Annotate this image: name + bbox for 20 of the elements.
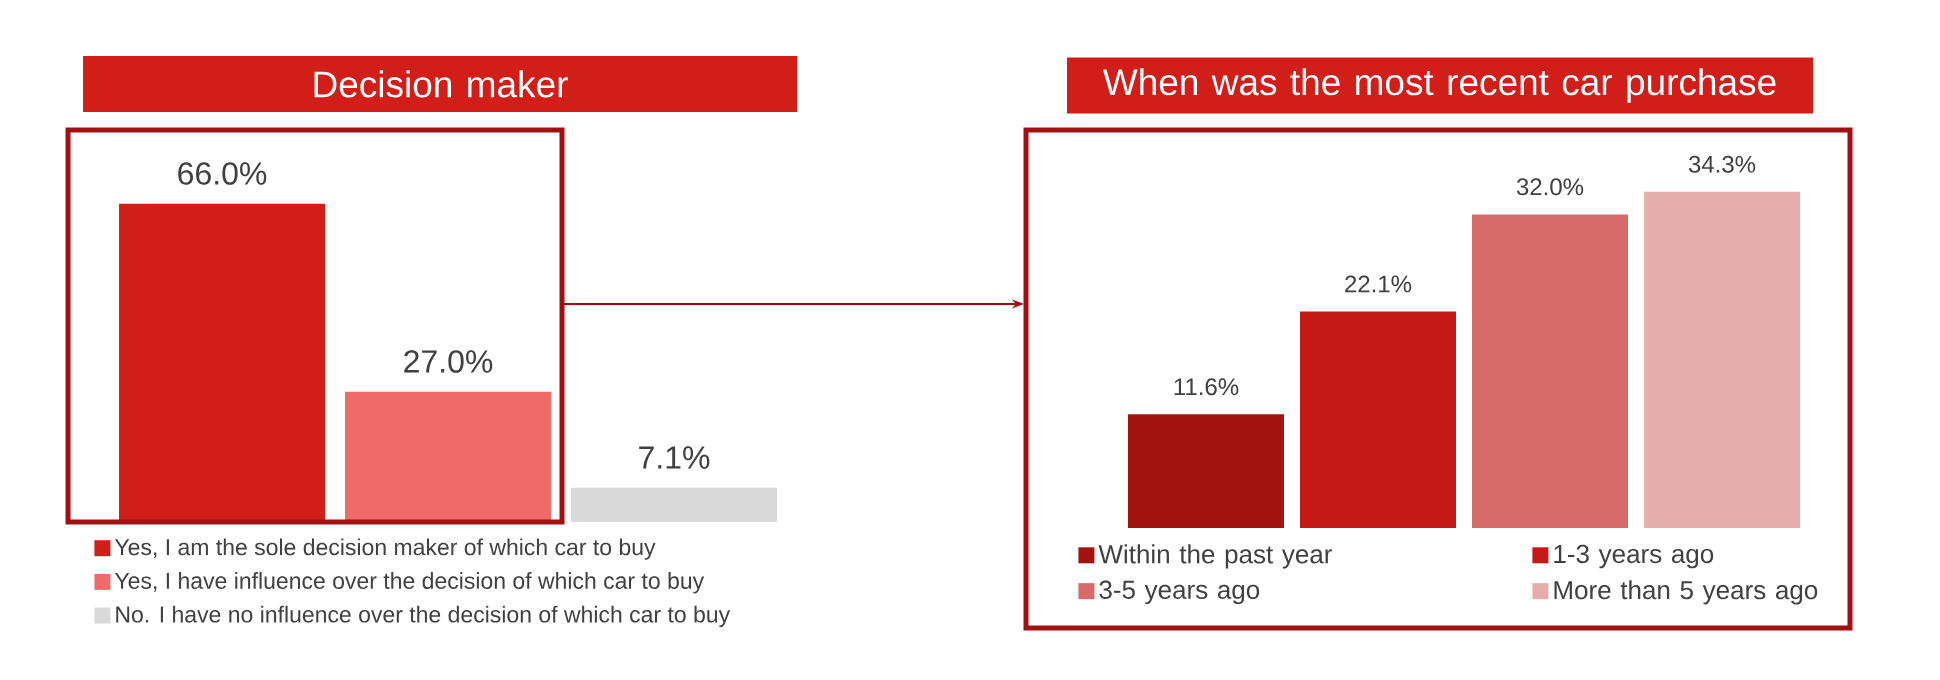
data-label: 7.1% — [639, 446, 710, 469]
data-label: 34.3% — [1688, 155, 1756, 173]
bar — [1472, 214, 1628, 528]
legend-label: 3-5 years ago — [1099, 580, 1260, 605]
chart-title: Decision maker — [314, 70, 568, 98]
bar — [1644, 191, 1800, 528]
data-label: 22.1% — [1345, 275, 1412, 293]
data-label: 27.0% — [404, 350, 493, 373]
legend-label: Within the past year — [1098, 544, 1333, 569]
bar — [1300, 311, 1456, 528]
data-label: 66.0% — [178, 162, 267, 185]
bar — [1128, 414, 1284, 528]
legend-label: No. I have no influence over the decision of which car to buy — [116, 605, 731, 628]
chart-title: When was the most recent car purchase — [1102, 68, 1776, 103]
legend-label: More than 5 years ago — [1554, 580, 1818, 605]
legend-label: Yes, I have influence over the decision of which car to buy — [114, 572, 705, 594]
data-label: 32.0% — [1516, 178, 1584, 196]
data-label: 11.6% — [1174, 378, 1239, 396]
legend-label: 1-3 years ago — [1554, 544, 1714, 569]
legend-label: Yes, I am the sole decision maker of which car to buy — [114, 538, 656, 560]
